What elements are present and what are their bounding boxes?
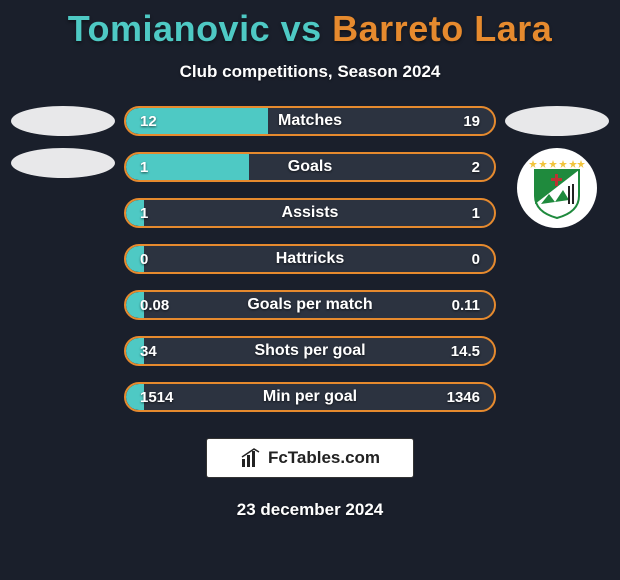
stat-label: Matches (126, 108, 494, 134)
right-badge-column (502, 106, 612, 228)
brand-text: FcTables.com (268, 448, 380, 468)
placeholder-ellipse (505, 106, 609, 136)
brand-badge: FcTables.com (206, 438, 414, 478)
stat-row: 12Matches19 (124, 106, 496, 136)
stat-row: 0Hattricks0 (124, 244, 496, 274)
stat-bars: 12Matches191Goals21Assists10Hattricks00.… (118, 106, 502, 412)
stat-right-value: 0 (458, 246, 494, 272)
stat-row: 1Assists1 (124, 198, 496, 228)
stat-row: 1Goals2 (124, 152, 496, 182)
title-vs: vs (270, 8, 332, 49)
content-row: 12Matches191Goals21Assists10Hattricks00.… (0, 106, 620, 412)
chart-icon (240, 447, 262, 469)
stat-row: 34Shots per goal14.5 (124, 336, 496, 366)
title: Tomianovic vs Barreto Lara (0, 0, 620, 50)
shield-icon (525, 156, 589, 220)
stat-label: Hattricks (126, 246, 494, 272)
left-badge-column (8, 106, 118, 178)
stat-right-value: 1 (458, 200, 494, 226)
stat-label: Goals (126, 154, 494, 180)
footer-date: 23 december 2024 (0, 500, 620, 520)
stat-row: 0.08Goals per match0.11 (124, 290, 496, 320)
title-player1: Tomianovic (68, 8, 270, 49)
stat-right-value: 19 (449, 108, 494, 134)
stat-label: Assists (126, 200, 494, 226)
stat-right-value: 1346 (433, 384, 494, 410)
comparison-infographic: Tomianovic vs Barreto Lara Club competit… (0, 0, 620, 580)
stat-right-value: 2 (458, 154, 494, 180)
club-crest (517, 148, 597, 228)
placeholder-ellipse (11, 148, 115, 178)
stat-right-value: 0.11 (438, 292, 494, 318)
placeholder-ellipse (11, 106, 115, 136)
stat-right-value: 14.5 (437, 338, 494, 364)
title-player2: Barreto Lara (332, 8, 552, 49)
subtitle: Club competitions, Season 2024 (0, 62, 620, 82)
stat-row: 1514Min per goal1346 (124, 382, 496, 412)
